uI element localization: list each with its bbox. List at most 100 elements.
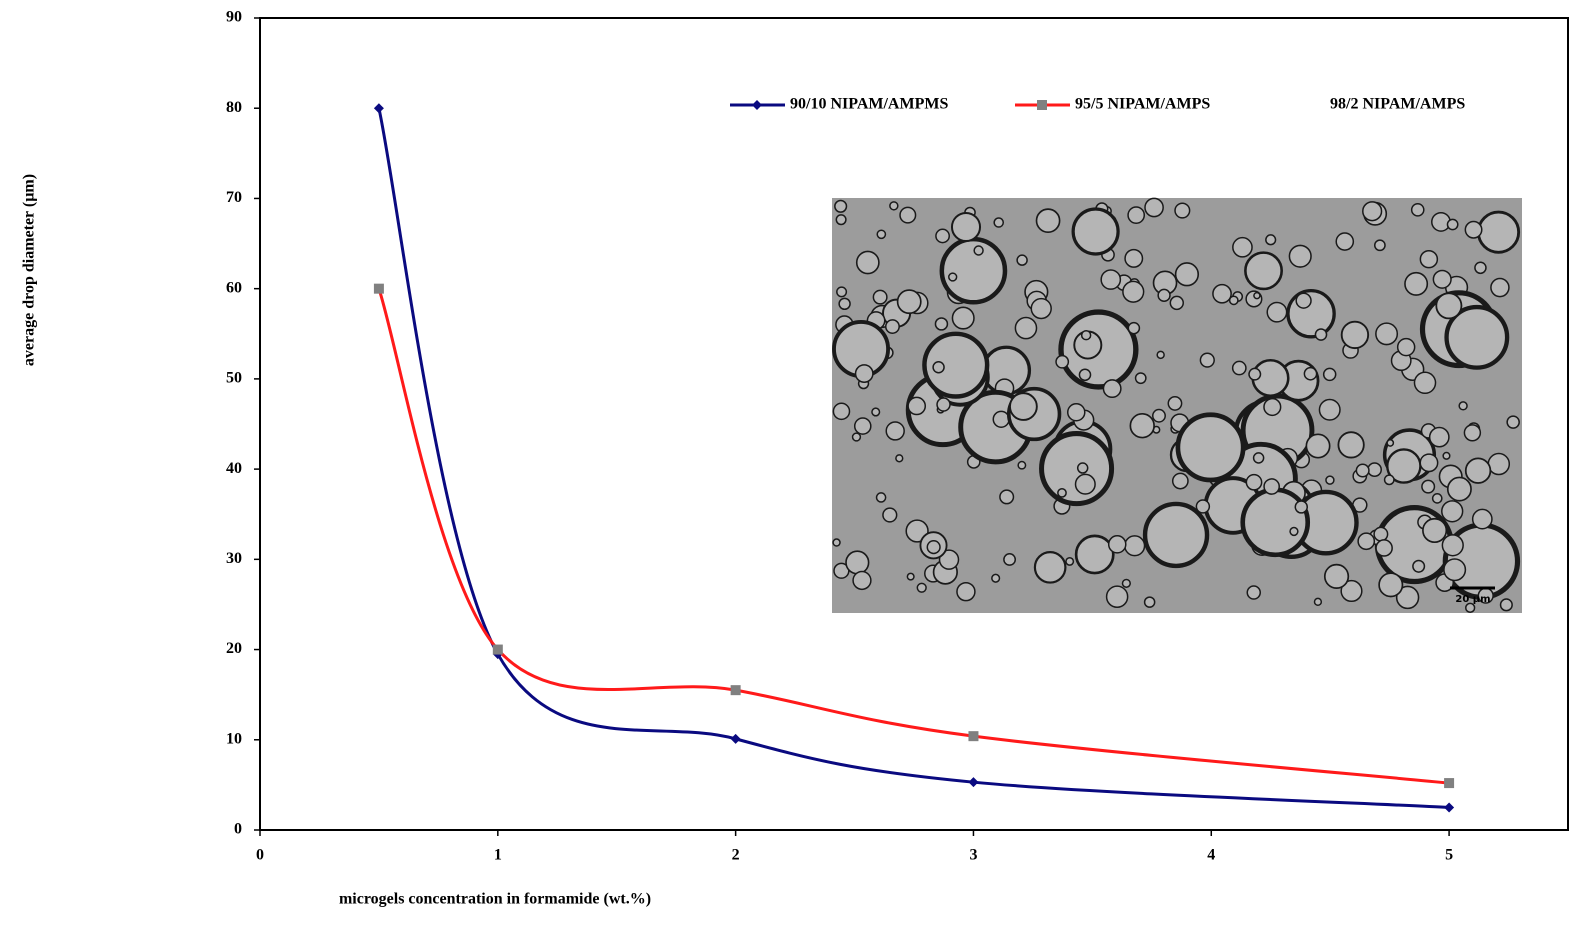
droplet: [1335, 232, 1355, 251]
droplet: [1017, 460, 1027, 470]
droplet: [1195, 499, 1211, 514]
droplet: [1142, 501, 1210, 569]
droplet: [907, 396, 927, 416]
droplet: [1375, 539, 1393, 557]
legend-label: 98/2 NIPAM/AMPS: [1330, 96, 1465, 113]
droplet: [1232, 236, 1253, 258]
droplet: [1078, 368, 1092, 382]
droplet: [1294, 500, 1308, 514]
droplet: [932, 361, 945, 374]
droplet: [1412, 559, 1426, 573]
droplet: [1458, 401, 1468, 411]
droplet: [1252, 452, 1265, 464]
droplet: [1362, 201, 1383, 222]
droplet: [1318, 398, 1341, 421]
y-tick-label: 90: [226, 9, 242, 26]
droplet: [1303, 366, 1318, 381]
droplet: [1105, 585, 1129, 608]
droplet: [1253, 291, 1261, 300]
droplet: [1373, 239, 1386, 252]
droplet: [992, 410, 1010, 428]
droplet: [1435, 292, 1463, 320]
droplet: [1212, 283, 1232, 304]
droplet: [1464, 457, 1492, 484]
droplet: [885, 319, 900, 334]
droplet: [1035, 208, 1061, 234]
droplet: [854, 364, 874, 383]
droplet: [1431, 493, 1443, 504]
droplet: [1167, 396, 1183, 411]
droplet: [951, 306, 975, 330]
y-tick-label: 40: [226, 460, 242, 477]
droplet: [1410, 203, 1425, 217]
droplet: [1443, 558, 1467, 582]
droplet: [882, 507, 898, 523]
droplet: [1428, 426, 1450, 448]
droplet: [1471, 508, 1493, 530]
droplet: [836, 286, 848, 298]
marker: [1444, 802, 1455, 813]
droplet: [1246, 585, 1261, 600]
droplet: [1014, 316, 1038, 340]
droplet: [1314, 328, 1328, 341]
droplet: [1355, 463, 1370, 478]
droplet: [1066, 402, 1086, 422]
series-line: [377, 107, 1450, 809]
droplet: [1169, 295, 1184, 311]
droplet: [1102, 379, 1122, 399]
marker: [752, 100, 762, 110]
droplet: [1127, 321, 1141, 335]
droplet: [875, 492, 887, 503]
y-tick-label: 80: [226, 99, 242, 116]
droplet: [934, 317, 949, 331]
droplet: [1465, 602, 1476, 613]
y-tick-label: 10: [226, 730, 242, 747]
droplet: [834, 199, 848, 213]
droplet: [1323, 563, 1350, 589]
droplet: [1003, 553, 1017, 566]
droplet: [1367, 462, 1382, 478]
droplet: [916, 582, 927, 593]
marker: [730, 685, 741, 696]
droplet: [935, 228, 950, 244]
droplet: [1174, 262, 1200, 287]
droplet: [1490, 277, 1510, 298]
droplet: [1265, 234, 1277, 246]
droplet: [876, 229, 887, 240]
droplet: [1144, 197, 1164, 218]
droplet: [1357, 532, 1376, 551]
y-tick-label: 30: [226, 550, 242, 567]
droplet: [1263, 397, 1282, 417]
droplet: [1340, 320, 1370, 350]
x-tick-label: 0: [256, 847, 264, 864]
droplet: [1288, 244, 1312, 268]
marker: [1037, 100, 1047, 110]
droplet: [885, 421, 905, 441]
droplet: [835, 214, 847, 226]
droplet: [1174, 202, 1191, 219]
droplet: [1373, 526, 1389, 542]
droplet: [832, 538, 841, 547]
droplet: [1396, 337, 1416, 357]
droplet: [973, 245, 984, 256]
droplet: [1055, 354, 1070, 369]
droplet: [1065, 556, 1075, 566]
droplet: [1266, 301, 1288, 323]
droplet: [1441, 500, 1464, 523]
droplet: [1033, 551, 1067, 584]
droplet: [1199, 352, 1215, 368]
droplet: [936, 397, 951, 412]
droplet: [855, 250, 880, 275]
droplet: [1289, 526, 1299, 537]
droplet: [1030, 297, 1052, 320]
droplet: [1143, 596, 1156, 608]
droplet: [999, 489, 1015, 505]
droplet: [1444, 304, 1510, 370]
droplet: [1152, 408, 1166, 423]
droplet: [1313, 597, 1323, 606]
y-tick-label: 20: [226, 640, 242, 657]
droplet: [1446, 218, 1459, 231]
droplet: [1499, 598, 1513, 612]
droplet: [1157, 288, 1171, 302]
